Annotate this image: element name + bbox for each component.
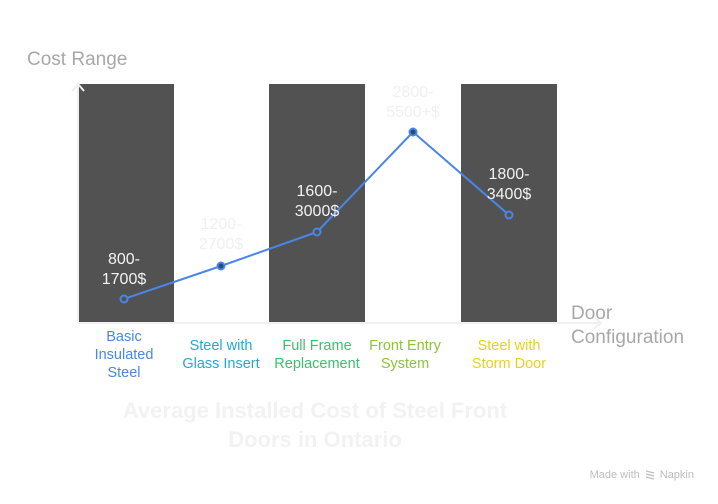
column-band-5 — [461, 84, 557, 322]
category-label-5: Steel with Storm Door — [471, 338, 547, 372]
y-axis-arrow-icon — [71, 82, 85, 92]
x-axis-title: Door Configuration — [571, 303, 685, 348]
napkin-logo-icon — [645, 470, 654, 480]
category-label-2: Steel with Glass Insert — [182, 338, 260, 372]
made-with-text: Made with — [589, 469, 640, 481]
data-point-5 — [504, 210, 514, 220]
value-label-2: 1200- 2700$ — [198, 216, 244, 253]
column-band-1 — [78, 84, 174, 322]
column-band-3 — [269, 84, 365, 322]
data-point-3 — [312, 227, 322, 237]
data-point-1 — [119, 294, 129, 304]
category-label-3: Full Frame Replacement — [274, 338, 360, 372]
x-axis-arrow-icon — [593, 316, 603, 330]
y-axis-title: Cost Range — [27, 49, 128, 70]
data-point-2 — [216, 261, 226, 271]
data-point-4 — [408, 127, 418, 137]
brand-text: Napkin — [659, 469, 694, 481]
value-label-3: 1600- 3000$ — [294, 183, 340, 220]
chart-title: Average Installed Cost of Steel Front Do… — [122, 398, 508, 452]
value-label-4: 2800- 5500+$ — [386, 84, 440, 121]
value-label-1: 800- 1700$ — [101, 251, 147, 288]
watermark: Made with Napkin — [590, 469, 694, 481]
value-label-5: 1800- 3400$ — [486, 166, 532, 203]
category-label-4: Front Entry System — [369, 338, 441, 372]
category-label-1: Basic Insulated Steel — [94, 329, 154, 381]
